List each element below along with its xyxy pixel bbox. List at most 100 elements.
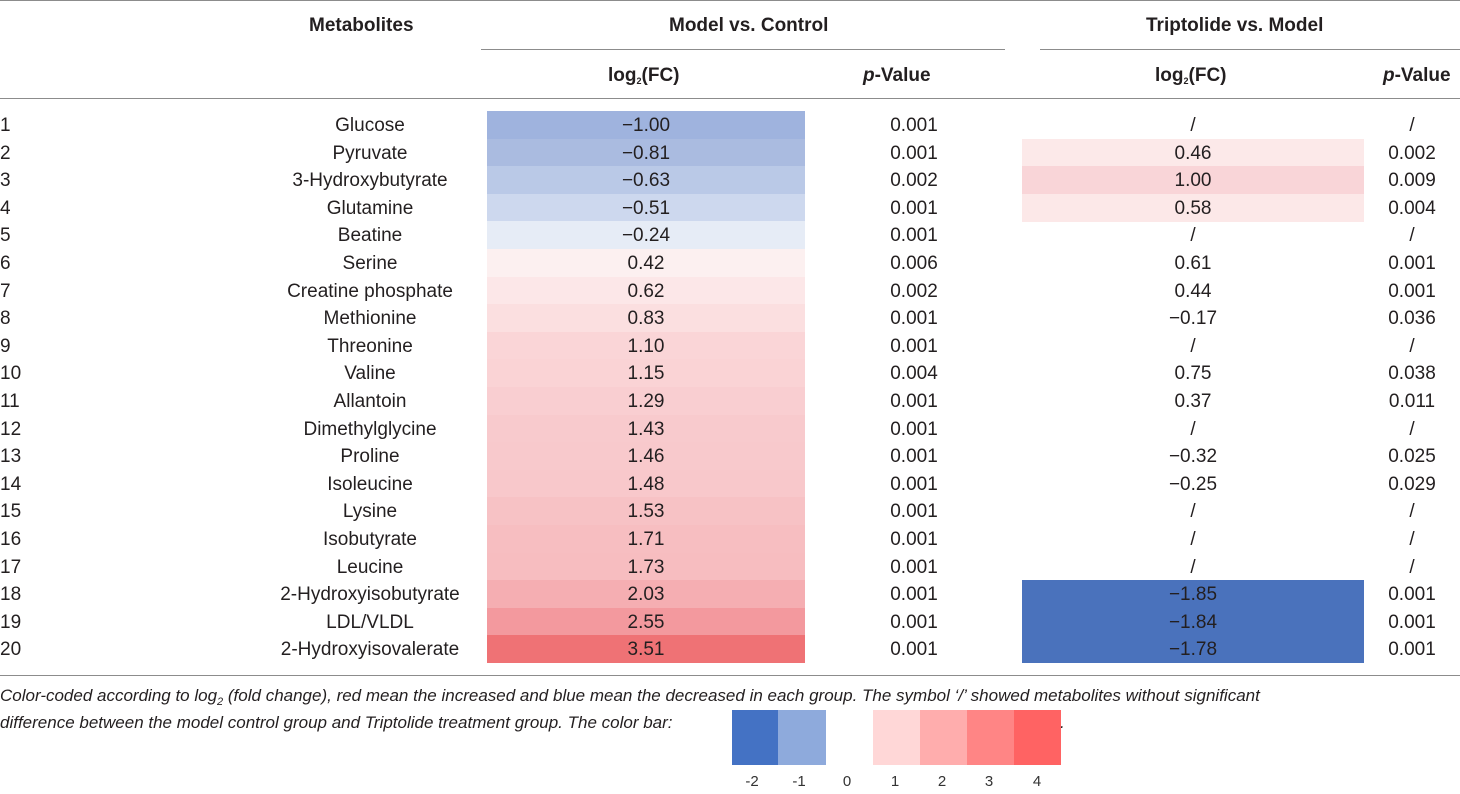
heat-cell-model-vs-control: [487, 249, 805, 278]
heat-cell-triptolide-vs-model: [1022, 193, 1364, 222]
pvalue-model-vs-control: 0.001: [890, 529, 938, 550]
color-bar-swatch: [920, 710, 968, 765]
log2fc-model-vs-control: 1.29: [627, 391, 665, 412]
log2fc-triptolide-vs-model: 0.46: [1174, 142, 1212, 164]
heat-cell-triptolide-vs-model: [1022, 138, 1364, 167]
metabolite-name: Allantoin: [333, 391, 407, 412]
header-log2fc-2: log2(FC): [1155, 65, 1227, 86]
table-bottom-rule: [0, 675, 1460, 676]
row-number: 7: [0, 280, 11, 302]
heat-cell-model-vs-control: [487, 635, 805, 664]
heat-cell-model-vs-control: [487, 580, 805, 609]
metabolite-name: Serine: [342, 253, 398, 274]
row-number: 11: [0, 391, 20, 412]
log2fc-triptolide-vs-model: 0.75: [1174, 363, 1212, 385]
log2fc-model-vs-control: 2.03: [627, 584, 665, 606]
pvalue-model-vs-control: 0.001: [890, 308, 938, 330]
pvalue-triptolide-vs-model: /: [1409, 556, 1415, 578]
metabolite-name: 2-Hydroxyisovalerate: [280, 639, 460, 661]
group1-underline: [481, 49, 1005, 50]
metabolite-name: Beatine: [337, 225, 403, 247]
pvalue-triptolide-vs-model: /: [1409, 225, 1415, 247]
log2fc-triptolide-vs-model: /: [1190, 115, 1196, 136]
pvalue-triptolide-vs-model: /: [1409, 501, 1415, 523]
log2fc-triptolide-vs-model: −1.84: [1168, 611, 1218, 633]
heat-cell-triptolide-vs-model: [1022, 635, 1364, 664]
row-number: 20: [0, 639, 22, 661]
pvalue-model-vs-control: 0.001: [890, 584, 938, 606]
pvalue-model-vs-control: 0.001: [890, 418, 938, 440]
pvalue-triptolide-vs-model: 0.038: [1388, 363, 1436, 385]
log2fc-model-vs-control: 0.62: [627, 280, 665, 302]
row-number: 9: [0, 335, 11, 357]
metabolite-name: Leucine: [336, 556, 404, 578]
heat-cell-model-vs-control: [487, 276, 805, 305]
pvalue-triptolide-vs-model: 0.029: [1388, 473, 1436, 495]
color-bar-tick-label: -1: [792, 773, 806, 790]
log2fc-triptolide-vs-model: /: [1190, 501, 1196, 523]
pvalue-triptolide-vs-model: /: [1409, 529, 1415, 550]
row-number: 18: [0, 584, 22, 606]
log2fc-model-vs-control: 1.73: [627, 556, 665, 578]
pvalue-triptolide-vs-model: 0.025: [1388, 446, 1436, 468]
group2-underline: [1040, 49, 1460, 50]
color-bar-tick-label: -2: [745, 773, 759, 790]
metabolite-name: Threonine: [327, 335, 413, 357]
caption-line-1: Color-coded according to log2 (fold chan…: [0, 686, 1260, 708]
pvalue-triptolide-vs-model: 0.001: [1388, 280, 1436, 302]
pvalue-triptolide-vs-model: 0.001: [1388, 584, 1436, 606]
pvalue-triptolide-vs-model: 0.009: [1388, 170, 1436, 192]
log2fc-model-vs-control: −0.24: [621, 225, 671, 247]
metabolite-name: Dimethylglycine: [303, 418, 437, 440]
log2fc-model-vs-control: −0.81: [621, 142, 671, 164]
header-triptolide-vs-model: Triptolide vs. Model: [1146, 15, 1324, 36]
pvalue-model-vs-control: 0.001: [890, 225, 938, 247]
heat-cell-model-vs-control: [487, 138, 805, 167]
pvalue-model-vs-control: 0.001: [890, 115, 938, 136]
log2fc-model-vs-control: −0.63: [621, 170, 671, 192]
pvalue-model-vs-control: 0.001: [890, 391, 938, 412]
log2fc-model-vs-control: −1.00: [621, 115, 671, 136]
heat-cell-model-vs-control: [487, 304, 805, 333]
metabolite-name: LDL/VLDL: [326, 611, 414, 633]
heat-cell-model-vs-control: [487, 359, 805, 388]
row-number: 5: [0, 225, 11, 247]
heat-cell-triptolide-vs-model: [1022, 166, 1364, 195]
pvalue-model-vs-control: 0.001: [890, 335, 938, 357]
log2fc-model-vs-control: 1.46: [627, 446, 665, 468]
heat-cell-model-vs-control: [487, 442, 805, 471]
metabolite-name: 2-Hydroxyisobutyrate: [280, 584, 460, 606]
log2fc-model-vs-control: 1.10: [627, 335, 665, 357]
log2fc-model-vs-control: 0.83: [627, 308, 665, 330]
color-bar-tick-label: 2: [937, 773, 947, 790]
pvalue-triptolide-vs-model: 0.002: [1388, 142, 1436, 164]
row-number: 10: [0, 363, 22, 385]
pvalue-triptolide-vs-model: /: [1409, 115, 1415, 136]
log2fc-model-vs-control: 1.53: [627, 501, 665, 523]
color-bar-tick-label: 3: [984, 773, 994, 790]
row-number: 12: [0, 418, 22, 440]
metabolite-name: Isobutyrate: [323, 529, 417, 550]
log2fc-model-vs-control: 1.15: [627, 363, 665, 385]
pvalue-model-vs-control: 0.001: [890, 501, 938, 523]
header-pvalue-1: p-Value: [863, 65, 931, 86]
header-metabolites: Metabolites: [309, 15, 414, 36]
pvalue-model-vs-control: 0.001: [890, 611, 938, 633]
heat-cell-model-vs-control: [487, 193, 805, 222]
heat-cell-model-vs-control: [487, 221, 805, 250]
pvalue-model-vs-control: 0.001: [890, 639, 938, 661]
top-rule: [0, 0, 1460, 1]
caption-line-2: difference between the model control gro…: [0, 713, 673, 732]
pvalue-model-vs-control: 0.001: [890, 197, 938, 219]
heat-cell-model-vs-control: [487, 497, 805, 526]
row-number: 3: [0, 170, 11, 192]
row-number: 16: [0, 529, 22, 550]
heat-cell-triptolide-vs-model: [1022, 580, 1364, 609]
color-bar-tick-label: 4: [1032, 773, 1042, 790]
color-bar-swatch: [873, 710, 921, 765]
pvalue-model-vs-control: 0.001: [890, 142, 938, 164]
header-bottom-rule: [0, 98, 1460, 99]
row-number: 17: [0, 556, 22, 578]
log2fc-triptolide-vs-model: /: [1190, 529, 1196, 550]
log2fc-triptolide-vs-model: /: [1190, 418, 1196, 440]
